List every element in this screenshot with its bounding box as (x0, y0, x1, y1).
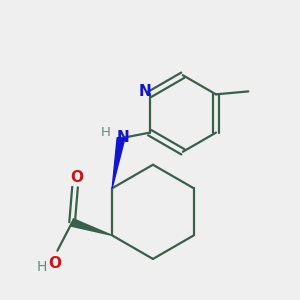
Text: N: N (116, 130, 129, 145)
Polygon shape (71, 219, 112, 236)
Text: N: N (139, 85, 151, 100)
Text: H: H (37, 260, 47, 274)
Text: O: O (70, 170, 83, 185)
Text: H: H (101, 126, 111, 139)
Polygon shape (112, 138, 125, 188)
Text: O: O (49, 256, 62, 271)
